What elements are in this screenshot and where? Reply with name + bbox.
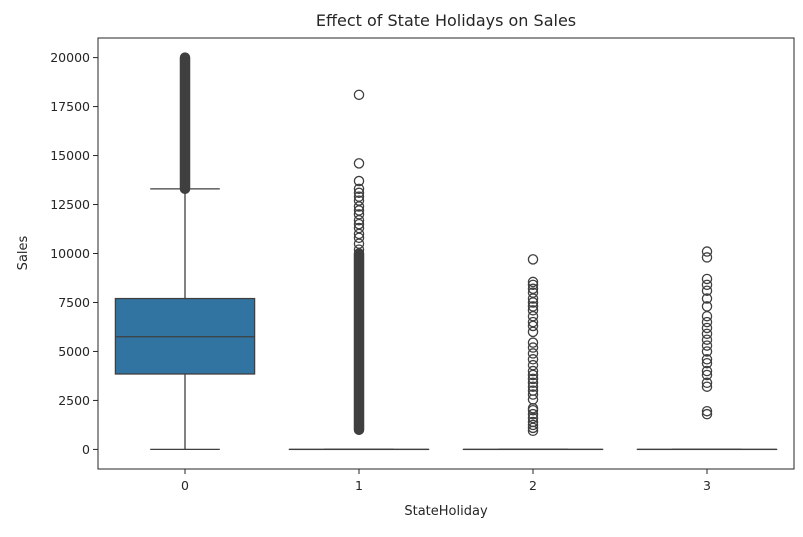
chart-title: Effect of State Holidays on Sales [316, 11, 576, 30]
outlier-point [527, 337, 539, 348]
outlier-point [527, 254, 539, 265]
outlier-point [701, 246, 713, 257]
x-tick-label: 0 [181, 478, 189, 493]
outlier-point [701, 252, 713, 263]
outlier-point [701, 279, 713, 291]
y-tick-label: 5000 [58, 344, 90, 359]
outlier-point [701, 369, 713, 381]
outlier-point [701, 365, 713, 377]
outlier-point [353, 183, 365, 195]
x-tick-label: 3 [703, 478, 711, 493]
outlier-point [353, 89, 365, 101]
outlier-point [701, 354, 713, 365]
outlier-point [527, 305, 539, 316]
y-tick-label: 17500 [50, 99, 90, 114]
outlier-point [701, 381, 713, 392]
outlier-point [527, 408, 539, 420]
plot-area [114, 52, 778, 451]
y-axis: 0 2500 5000 7500 10000 12500 15000 17500 20000 [50, 50, 98, 457]
y-tick-label: 12500 [50, 197, 90, 212]
outlier-point [527, 348, 539, 359]
outlier-point [701, 285, 713, 296]
outlier-point [527, 276, 539, 288]
x-tick-label: 2 [529, 478, 537, 493]
outlier-point [527, 377, 539, 389]
outlier-point [527, 373, 539, 385]
outlier-point [701, 334, 713, 345]
outlier-point [701, 346, 713, 357]
y-tick-label: 2500 [58, 393, 90, 408]
outlier-point [701, 273, 713, 285]
outlier-point [527, 365, 539, 377]
outlier-point [527, 287, 539, 298]
outlier-point [527, 301, 539, 312]
outlier-point [527, 419, 539, 431]
outlier-point [701, 301, 713, 312]
outlier-point [527, 342, 539, 353]
outlier-point [701, 405, 713, 417]
box-group [636, 246, 778, 451]
outlier-point [527, 316, 539, 328]
outlier-point [353, 222, 365, 234]
outlier-point [527, 381, 539, 392]
outlier-point [701, 340, 713, 351]
y-tick-label: 15000 [50, 148, 90, 163]
outlier-point [701, 316, 713, 328]
outlier-point [353, 175, 365, 187]
x-tick-label: 1 [355, 478, 363, 493]
y-tick-label: 0 [82, 442, 90, 457]
y-tick-label: 7500 [58, 295, 90, 310]
x-axis-label: StateHoliday [404, 504, 488, 519]
outlier-point [353, 209, 365, 220]
outlier-point [527, 359, 539, 371]
box-group [114, 52, 256, 451]
x-axis: 0 1 2 3 [181, 469, 711, 493]
outlier-point [701, 310, 713, 322]
outlier-point [353, 158, 365, 169]
outlier-point [701, 328, 713, 340]
outlier-point [527, 283, 539, 295]
y-tick-label: 20000 [50, 50, 90, 65]
outlier-point [353, 244, 365, 255]
outlier-point [527, 389, 539, 400]
plot-frame [97, 37, 795, 470]
y-axis-label: Sales [16, 235, 31, 270]
outlier-point [701, 293, 713, 304]
outlier-point [527, 385, 539, 396]
outlier-point [701, 322, 713, 334]
outlier-point [353, 191, 365, 202]
outlier-point [353, 195, 365, 206]
outlier-point [701, 377, 713, 389]
box-group [462, 254, 604, 451]
y-tick-label: 10000 [50, 246, 90, 261]
outlier-point [353, 187, 365, 199]
outlier-point [527, 279, 539, 291]
outlier-point [701, 357, 713, 369]
outlier-point [527, 354, 539, 365]
box-group [288, 89, 430, 451]
outlier-point [701, 408, 713, 420]
outlier-point [527, 416, 539, 428]
